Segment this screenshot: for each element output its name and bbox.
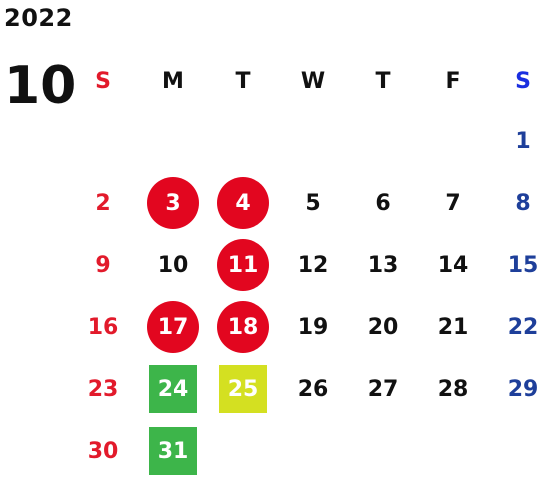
empty-day-cell	[497, 425, 548, 477]
day-cell: 18	[217, 301, 269, 353]
day-cell: 27	[367, 376, 399, 402]
week-row: 23 24 25 26 27 28 29	[70, 358, 548, 420]
day-cell: 22	[507, 314, 539, 340]
calendar-weeks: 1 2 3 4 5 6 7 8 9 10 11 12 13 14 15 16 17 18 19 20 21 22 23 24 2…	[70, 110, 548, 482]
week-row: 30 31	[70, 420, 548, 482]
empty-day-cell	[357, 425, 409, 477]
day-cell: 19	[297, 314, 329, 340]
day-cell: 15	[507, 252, 539, 278]
day-cell: 28	[437, 376, 469, 402]
day-cell: 10	[157, 252, 189, 278]
day-cell: 26	[297, 376, 329, 402]
day-cell: 29	[507, 376, 539, 402]
weekday-thursday: T	[375, 68, 391, 94]
day-cell: 9	[95, 252, 111, 278]
day-cell: 17	[147, 301, 199, 353]
weekday-monday: M	[162, 68, 184, 94]
weekday-saturday: S	[515, 68, 531, 94]
week-row: 16 17 18 19 20 21 22	[70, 296, 548, 358]
empty-day-cell	[147, 115, 199, 167]
calendar-year: 2022	[4, 4, 73, 32]
day-cell: 11	[217, 239, 269, 291]
day-cell: 1	[515, 128, 531, 154]
empty-day-cell	[427, 115, 479, 167]
weekday-sunday: S	[95, 68, 111, 94]
empty-day-cell	[217, 115, 269, 167]
day-cell: 25	[219, 365, 267, 413]
day-cell: 13	[367, 252, 399, 278]
weekday-header-row: S M T W T F S	[70, 50, 548, 110]
day-cell: 23	[87, 376, 119, 402]
empty-day-cell	[287, 425, 339, 477]
calendar-grid: S M T W T F S 1 2 3 4 5 6 7 8 9 10 11 12 13 14 15 16 17 1…	[70, 50, 548, 482]
day-cell: 14	[437, 252, 469, 278]
day-cell: 6	[375, 190, 391, 216]
day-cell: 8	[515, 190, 531, 216]
day-cell: 30	[87, 438, 119, 464]
day-cell: 5	[305, 190, 321, 216]
weekday-friday: F	[445, 68, 461, 94]
empty-day-cell	[357, 115, 409, 167]
day-cell: 20	[367, 314, 399, 340]
empty-day-cell	[427, 425, 479, 477]
week-row: 9 10 11 12 13 14 15	[70, 234, 548, 296]
calendar-month: 10	[4, 56, 77, 116]
day-cell: 7	[445, 190, 461, 216]
day-cell: 4	[217, 177, 269, 229]
empty-day-cell	[287, 115, 339, 167]
empty-day-cell	[217, 425, 269, 477]
day-cell: 12	[297, 252, 329, 278]
day-cell: 3	[147, 177, 199, 229]
day-cell: 2	[95, 190, 111, 216]
day-cell: 24	[149, 365, 197, 413]
day-cell: 21	[437, 314, 469, 340]
weekday-tuesday: T	[235, 68, 251, 94]
empty-day-cell	[77, 115, 129, 167]
day-cell: 31	[149, 427, 197, 475]
weekday-wednesday: W	[300, 68, 326, 94]
week-row: 1	[70, 110, 548, 172]
day-cell: 16	[87, 314, 119, 340]
